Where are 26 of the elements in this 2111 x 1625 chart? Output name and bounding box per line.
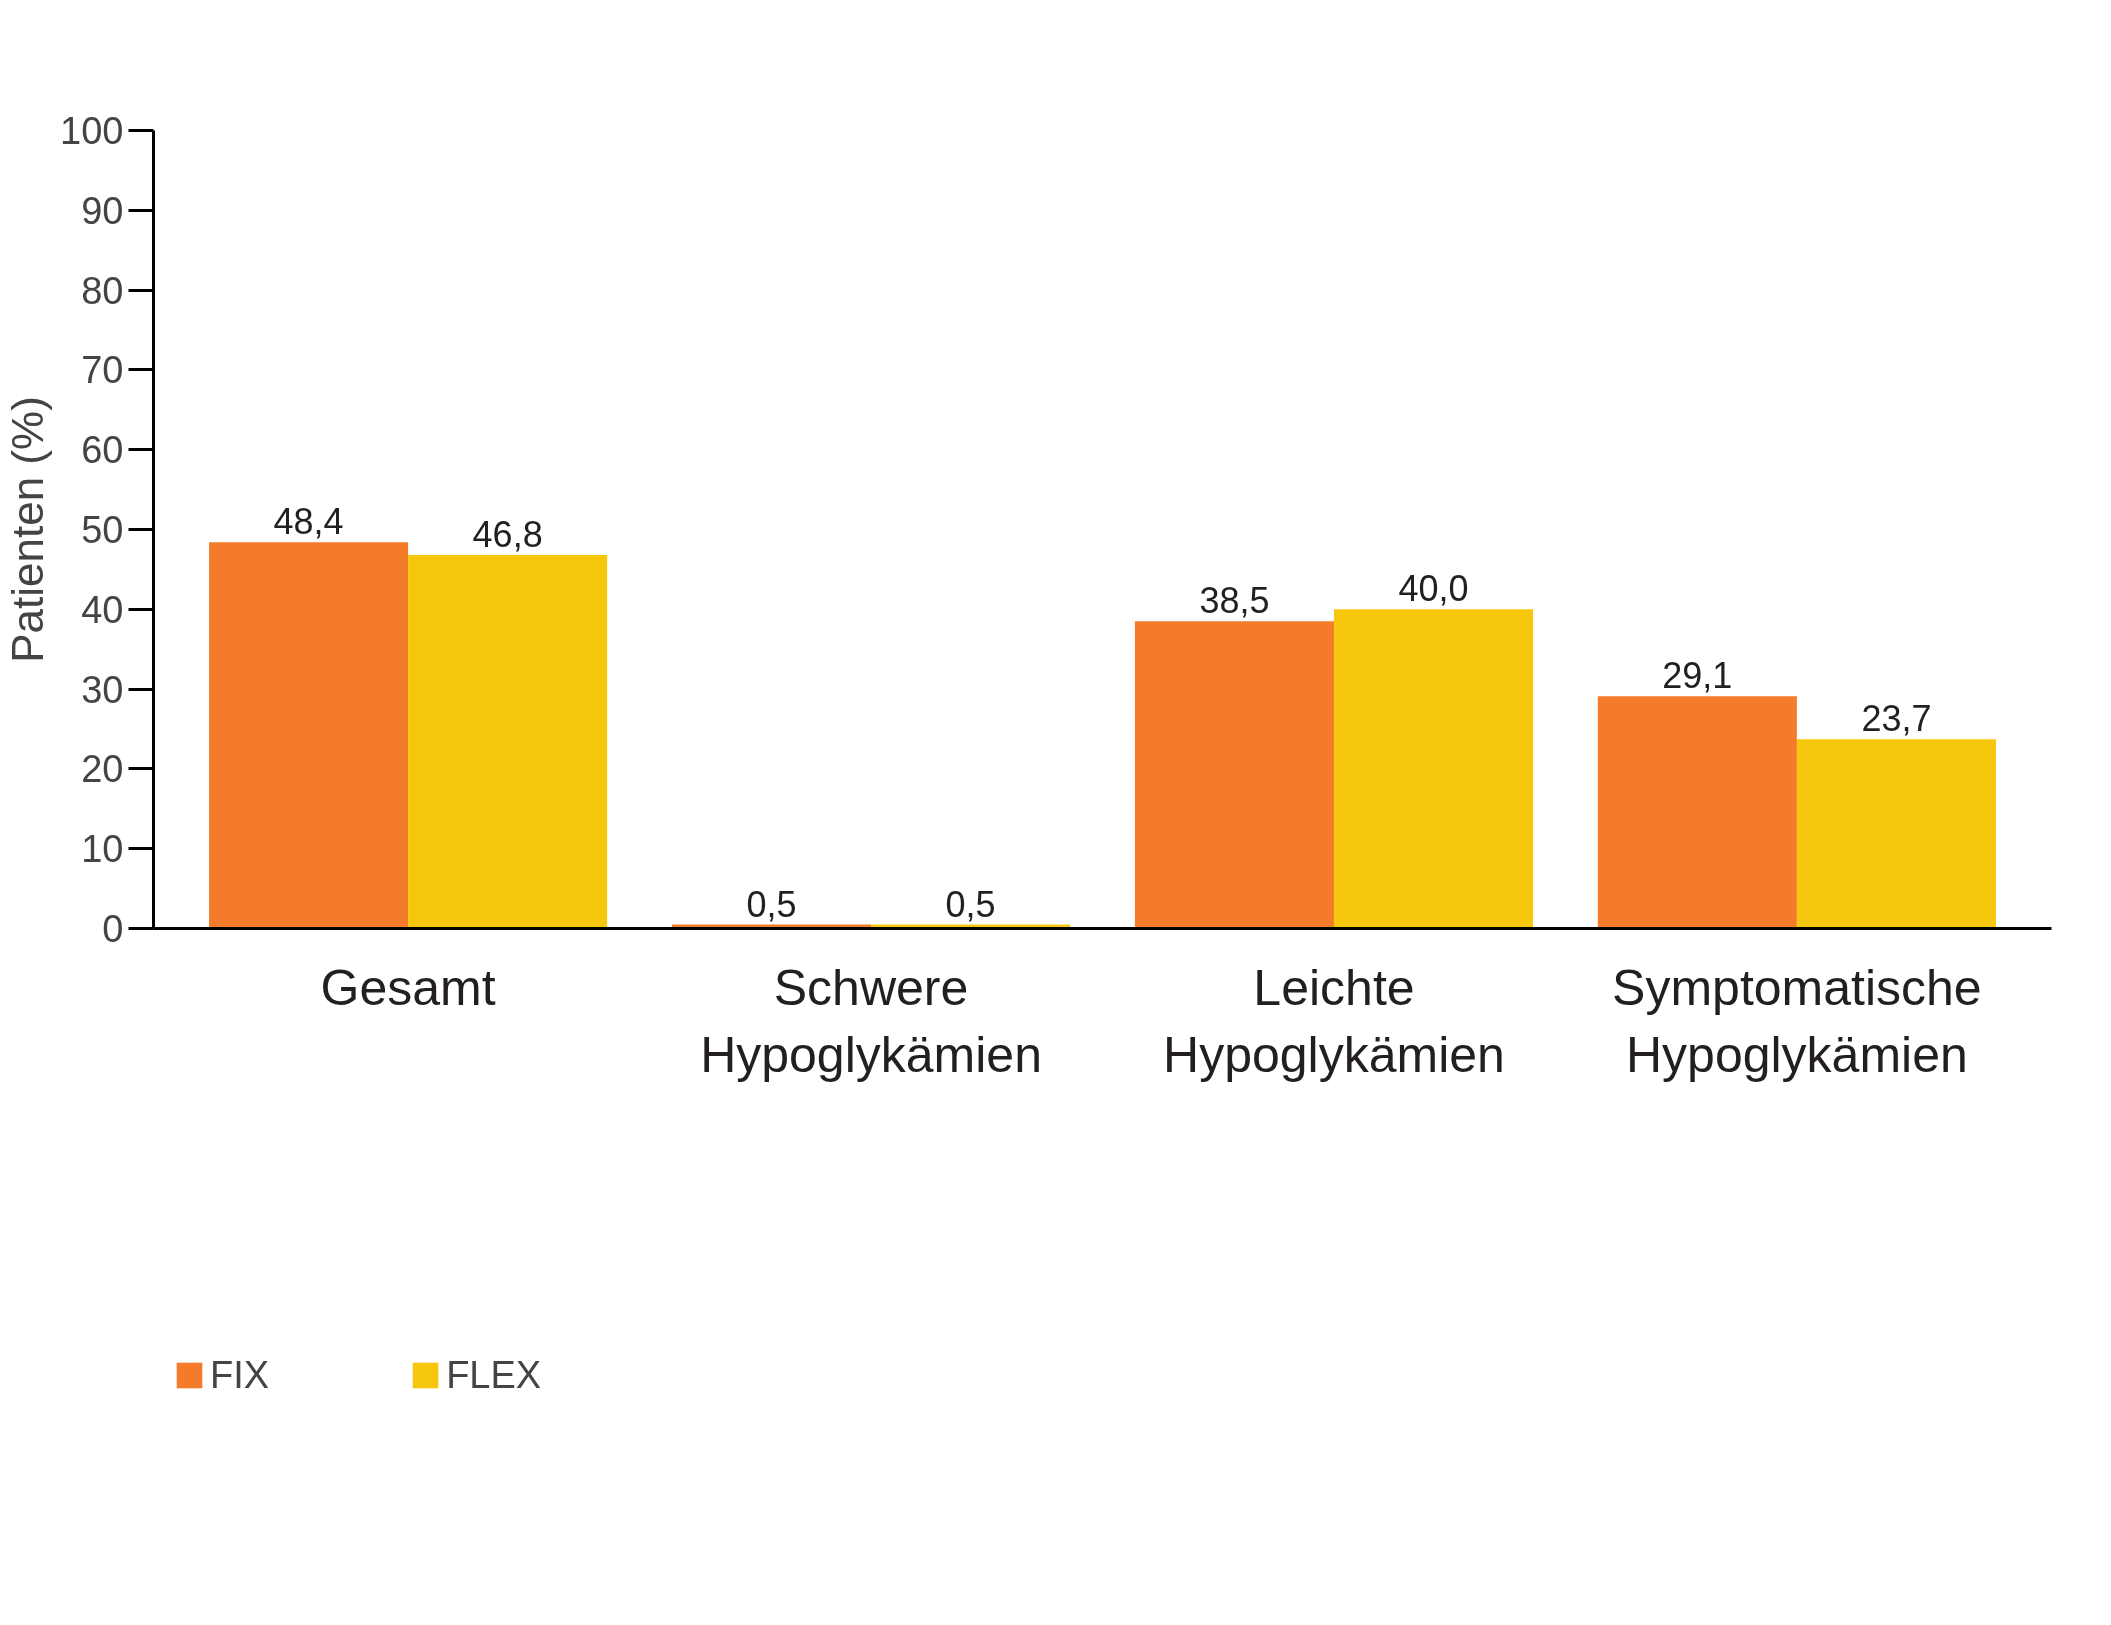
x-tick-label: Schwere Hypoglykämien [700,959,1042,1083]
y-tick-label: 90 [81,189,124,232]
y-tick-label: 20 [81,748,124,791]
x-tick-label: Leichte Hypoglykämien [1163,959,1505,1083]
y-tick-label: 30 [81,668,124,711]
y-tick-label: 50 [81,509,124,551]
data-label: 0,5 [746,883,797,925]
y-tick-label: 70 [81,349,124,392]
legend-label: FLEX [446,1353,542,1397]
data-label: 38,5 [1199,580,1270,622]
y-tick-label: 0 [102,908,124,950]
data-label: 48,4 [273,501,344,543]
data-label: 23,7 [1861,698,1932,740]
legend-label: FIX [210,1353,270,1397]
y-tick-label: 60 [81,429,124,472]
data-label: 0,5 [945,883,996,925]
data-label: 46,8 [472,514,543,556]
y-tick-label: 40 [81,588,124,631]
y-tick-label: 100 [60,110,124,152]
y-tick-label: 10 [81,828,124,871]
x-tick-label: Symptomatische Hypoglykämien [1612,959,1982,1083]
y-axis-title: Patienten (%) [3,396,53,663]
y-tick-label: 80 [81,269,124,312]
data-label: 40,0 [1398,568,1469,610]
x-tick-label: Gesamt [320,959,496,1016]
data-label: 29,1 [1662,655,1733,697]
